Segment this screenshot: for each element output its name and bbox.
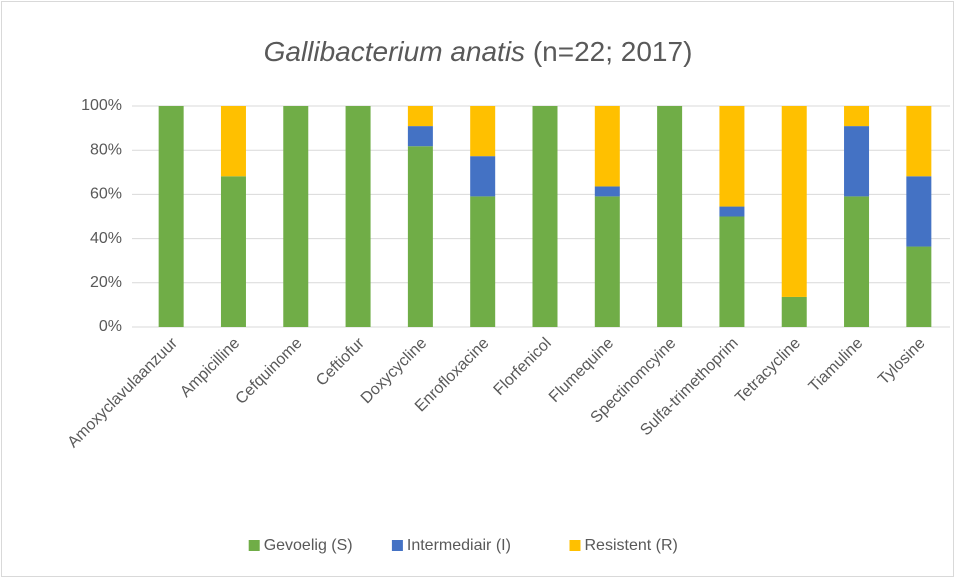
bar-segment <box>470 196 496 327</box>
bar-segment <box>906 246 932 327</box>
chart-title: Gallibacterium anatis (n=22; 2017) <box>264 36 693 67</box>
bar-segment <box>407 146 433 327</box>
bar-segment <box>719 106 745 207</box>
y-tick-label: 0% <box>99 318 122 335</box>
bar-segment <box>220 106 246 177</box>
bar-segment <box>407 106 433 127</box>
y-tick-label: 40% <box>90 230 122 247</box>
title-italic: Gallibacterium anatis <box>264 36 525 67</box>
bar-segment <box>470 106 496 157</box>
bar-segment <box>220 176 246 327</box>
bar-segment <box>844 126 870 197</box>
legend-label: Gevoelig (S) <box>264 537 353 554</box>
bar-segment <box>594 106 620 187</box>
y-tick-label: 80% <box>90 141 122 158</box>
legend-swatch <box>391 540 403 551</box>
y-tick-label: 20% <box>90 274 122 291</box>
bar-segment <box>781 106 807 297</box>
bar-segment <box>844 106 870 127</box>
title-rest: (n=22; 2017) <box>533 36 693 67</box>
bar-segment <box>906 106 932 177</box>
legend-label: Intermediair (I) <box>407 537 511 554</box>
legend-swatch <box>248 540 260 551</box>
bar-segment <box>283 106 309 327</box>
bar-segment <box>407 126 433 147</box>
y-tick-label: 60% <box>90 186 122 203</box>
bar-segment <box>719 206 745 217</box>
bar-segment <box>345 106 371 327</box>
legend-label: Resistent (R) <box>585 537 678 554</box>
bar-segment <box>594 196 620 327</box>
bar-segment <box>532 106 558 327</box>
legend-swatch <box>569 540 581 551</box>
bar-segment <box>158 106 184 327</box>
bar-segment <box>657 106 683 327</box>
bar-segment <box>781 296 807 327</box>
y-tick-label: 100% <box>81 97 122 114</box>
bar-segment <box>594 186 620 197</box>
bar-segment <box>470 156 496 197</box>
bar-segment <box>719 216 745 327</box>
bar-segment <box>906 176 932 247</box>
bar-segment <box>844 196 870 327</box>
